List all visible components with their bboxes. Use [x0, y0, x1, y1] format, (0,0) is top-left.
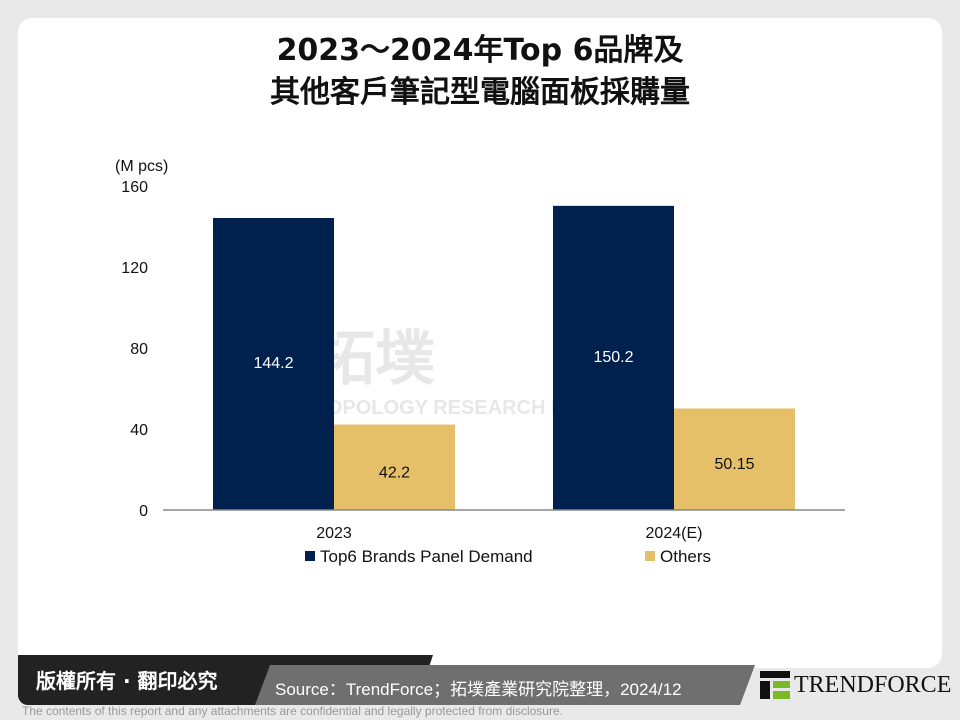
y-axis-label: (M pcs): [115, 158, 168, 175]
title-line-1: 2023～2024年Top 6品牌及: [276, 33, 684, 68]
x-tick-label: 2023: [316, 525, 352, 542]
trendforce-logo-icon: [760, 671, 790, 699]
bar-top6: [213, 217, 334, 510]
watermark-cn: 拓墣: [315, 325, 435, 392]
slide-card: [18, 18, 942, 668]
legend-swatch: [645, 551, 655, 561]
x-tick-label: 2024(E): [646, 525, 703, 542]
data-label: 50.15: [714, 456, 754, 473]
y-tick-label: 0: [139, 503, 148, 520]
trendforce-logo: TRENDFORCE: [760, 665, 951, 705]
legend-label: Top6 Brands Panel Demand: [320, 547, 533, 566]
y-tick-label: 80: [130, 341, 148, 358]
legend-swatch: [305, 551, 315, 561]
legend-label: Others: [660, 547, 711, 566]
source-text: Source：TrendForce；拓墣產業研究院整理，2024/12: [275, 680, 682, 699]
data-label: 144.2: [253, 355, 293, 372]
bar-top6: [553, 205, 674, 510]
title-line-2: 其他客戶筆記型電腦面板採購量: [270, 75, 690, 110]
chart-title: 2023～2024年Top 6品牌及 其他客戶筆記型電腦面板採購量: [0, 30, 960, 114]
y-tick-label: 40: [130, 422, 148, 439]
trendforce-logo-text: TRENDFORCE: [794, 671, 952, 698]
data-label: 150.2: [593, 349, 633, 366]
bar-others: [674, 408, 795, 510]
source-banner: Source：TrendForce；拓墣產業研究院整理，2024/12: [255, 665, 755, 705]
copyright-text: 版權所有 · 翻印必究: [36, 669, 218, 693]
y-tick-label: 120: [121, 260, 148, 277]
disclaimer: The contents of this report and any atta…: [22, 704, 563, 718]
data-label: 42.2: [379, 464, 410, 481]
bar-others: [334, 424, 455, 510]
y-tick-label: 160: [121, 179, 148, 196]
bar-chart: (M pcs) 0 40 80 120 160 144.2 42.2 2023 150.2 50.1…: [115, 158, 845, 566]
